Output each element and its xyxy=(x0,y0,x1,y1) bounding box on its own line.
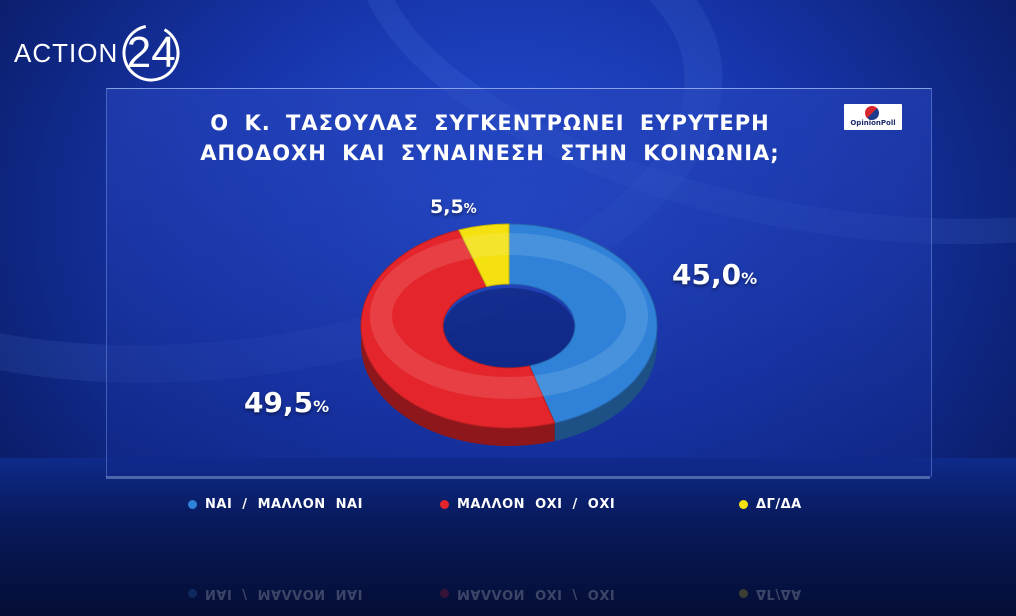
legend-item-yes: ΝΑΙ / ΜΑΛΛΟΝ ΝΑΙ xyxy=(188,494,363,514)
legend-item-no: ΜΑΛΛΟΝ ΟΧΙ / ΟΧΙ xyxy=(440,494,615,514)
opinionpoll-logo: OpinionPoll xyxy=(844,104,902,130)
legend-label-no: ΜΑΛΛΟΝ ΟΧΙ / ΟΧΙ xyxy=(457,496,616,512)
legend-swatch-dkna xyxy=(739,499,748,509)
slice-value-dkna: 5,5 xyxy=(430,196,464,218)
legend-label-dkna: ΔΓ/ΔΑ xyxy=(756,496,802,512)
legend-label-yes: ΝΑΙ / ΜΑΛΛΟΝ ΝΑΙ xyxy=(205,496,363,512)
donut-highlight xyxy=(370,233,648,399)
slice-unit-dkna: % xyxy=(463,202,477,217)
legend-swatch-yes xyxy=(188,499,197,509)
opinionpoll-dot-icon xyxy=(865,106,879,120)
chart-panel-edge xyxy=(106,476,930,479)
donut-slice-no xyxy=(360,229,556,429)
legend-swatch-no xyxy=(440,499,449,509)
slice-value-yes: 45,0 xyxy=(672,258,742,291)
slice-unit-yes: % xyxy=(741,269,758,288)
donut-slice-yes xyxy=(508,223,658,424)
slice-label-yes: 45,0% xyxy=(672,258,757,291)
logo-ring-icon: 24 xyxy=(120,22,182,84)
logo-word: ACTION xyxy=(14,37,119,68)
slice-unit-no: % xyxy=(313,397,330,416)
donut-hole xyxy=(443,288,575,372)
slice-label-dkna: 5,5% xyxy=(430,196,477,218)
chart-title: Ο Κ. ΤΑΣΟΥΛΑΣ ΣΥΓΚΕΝΤΡΩΝΕΙ ΕΥΡΥΤΕΡΗ ΑΠΟΔ… xyxy=(200,111,780,165)
channel-logo: ACTION 24 xyxy=(14,20,182,86)
slice-value-no: 49,5 xyxy=(244,386,314,419)
slice-label-no: 49,5% xyxy=(244,386,329,419)
legend-item-dkna: ΔΓ/ΔΑ xyxy=(739,494,802,514)
logo-number: 24 xyxy=(126,28,176,77)
opinionpoll-logo-text: OpinionPoll xyxy=(850,119,896,127)
studio-floor xyxy=(0,458,1016,616)
donut-slice-dkna xyxy=(458,223,510,288)
chart-legend: ΝΑΙ / ΜΑΛΛΟΝ ΝΑΙ ΜΑΛΛΟΝ ΟΧΙ / ΟΧΙ ΔΓ/ΔΑ xyxy=(0,494,1016,518)
